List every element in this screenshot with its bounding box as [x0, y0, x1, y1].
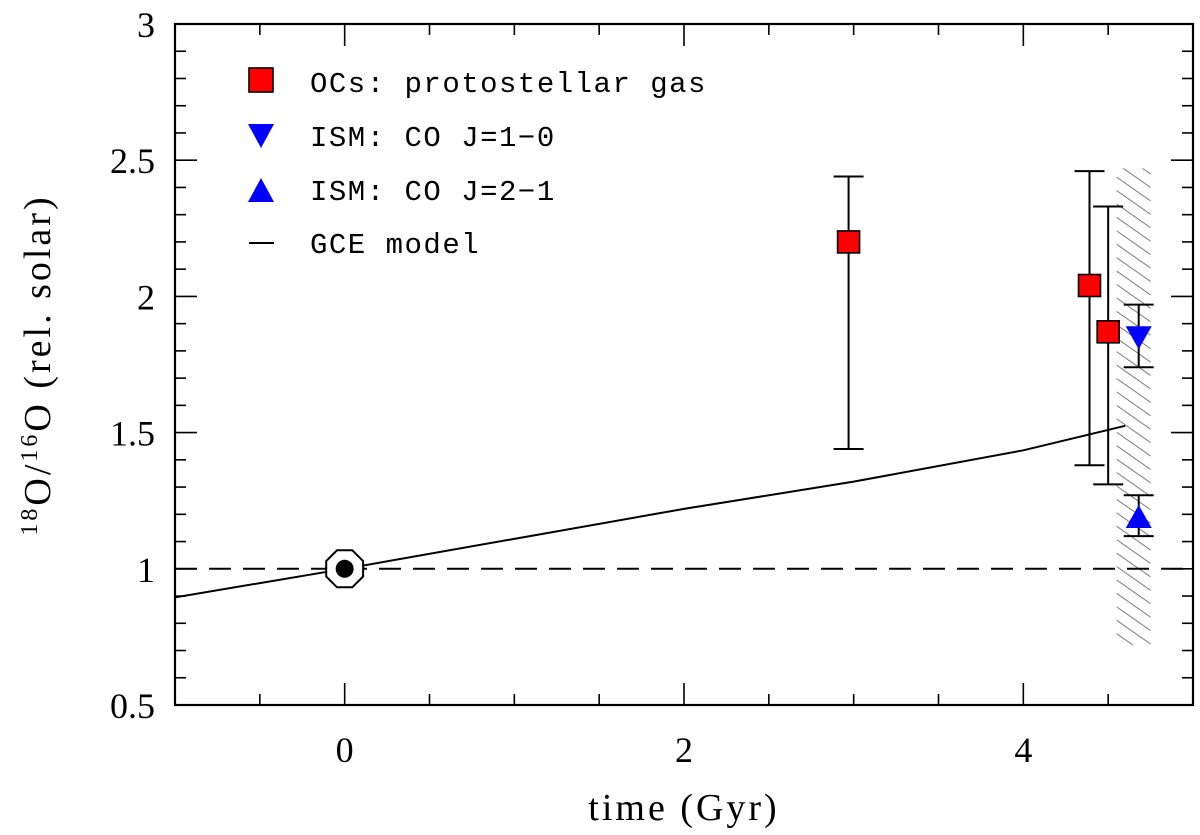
hatched-band-layer: [1116, 168, 1151, 646]
x-tick-label: 0: [336, 730, 354, 770]
data-point-triangle-up-0: [1125, 505, 1152, 529]
data-point-square-2: [1096, 320, 1120, 344]
y-axis-title-ratio: O/: [17, 462, 59, 506]
y-tick-label: 1: [137, 550, 155, 590]
y-axis-title-sup-16: 16: [17, 432, 43, 462]
gce-model-layer: [175, 424, 1126, 599]
ticks-layer: 0 2 4 0.5 1 1.5 2 2.5 3: [110, 5, 1194, 770]
x-tick-label: 4: [1014, 730, 1032, 770]
legend-label-gce: GCE model: [310, 229, 480, 262]
x-axis-title: time (Gyr): [588, 787, 779, 829]
legend-label-co-21: ISM: CO J=2−1: [310, 176, 556, 209]
hatched-band: [1116, 168, 1151, 646]
data-point-square-1: [1077, 273, 1102, 298]
y-tick-label: 1.5: [110, 414, 155, 454]
y-tick-label: 0.5: [110, 686, 155, 726]
sun-marker-dot: [335, 559, 354, 578]
data-point-square-0: [836, 230, 861, 254]
y-axis-title-sup-18: 18: [17, 506, 43, 536]
data-point-triangle-down-0: [1125, 326, 1152, 350]
legend-label-ocs: OCs: protostellar gas: [310, 68, 707, 101]
y-axis-title: 18O/16O (rel. solar): [17, 194, 59, 535]
legend-marker-square: [248, 67, 274, 93]
legend-label-co-10: ISM: CO J=1−0: [310, 122, 556, 155]
x-tick-label: 2: [675, 730, 693, 770]
legend-marker-triangle-down: [248, 124, 274, 148]
gce-model-line: [175, 424, 1126, 599]
y-tick-label: 2: [137, 277, 155, 317]
y-axis-title-rest: O (rel. solar): [17, 194, 59, 431]
legend: OCs: protostellar gas ISM: CO J=1−0 ISM:…: [248, 67, 707, 262]
data-points-layer: [325, 170, 1154, 589]
legend-marker-triangle-up: [248, 178, 274, 202]
y-tick-label: 2.5: [110, 141, 155, 181]
y-tick-label: 3: [137, 5, 155, 45]
